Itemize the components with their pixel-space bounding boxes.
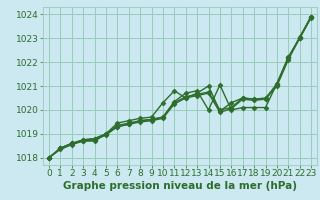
X-axis label: Graphe pression niveau de la mer (hPa): Graphe pression niveau de la mer (hPa) [63,181,297,191]
